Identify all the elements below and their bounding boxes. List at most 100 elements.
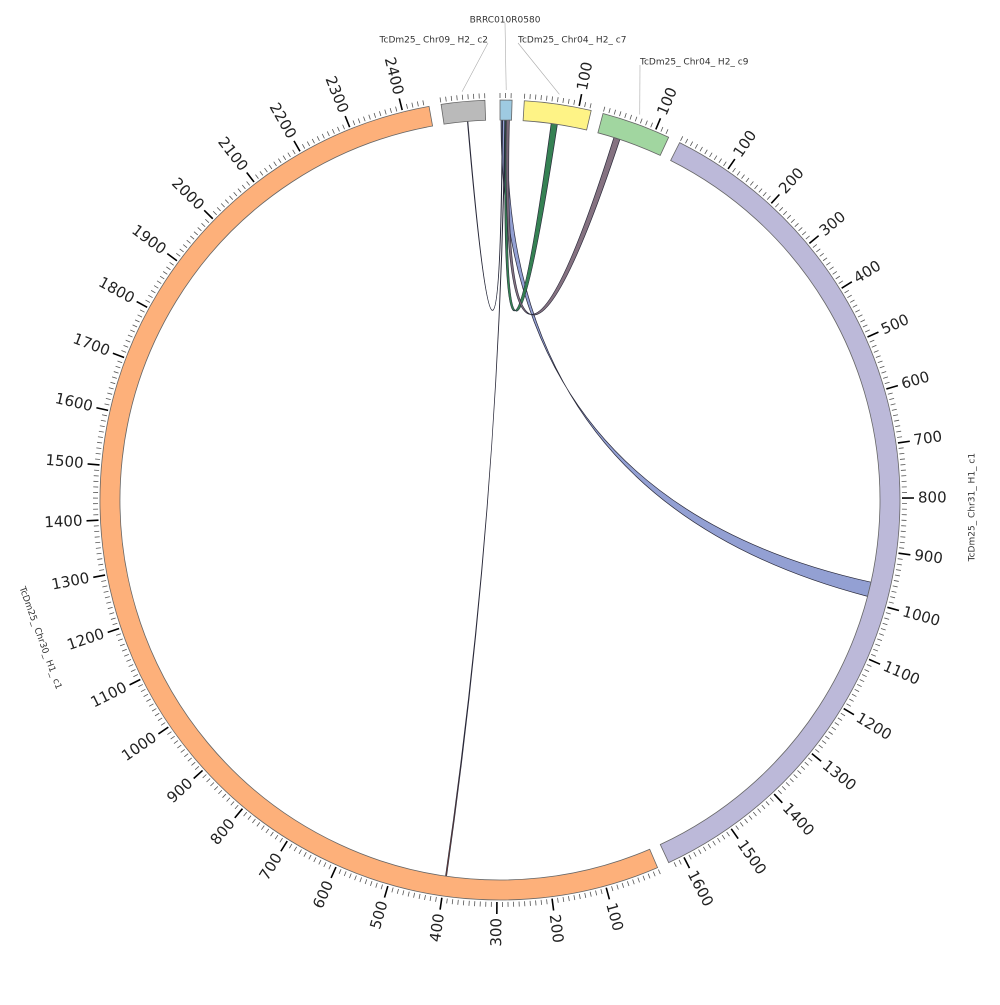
minor-tick [114,372,119,374]
minor-tick [227,798,230,802]
minor-tick [640,119,642,124]
segment-TcDm25_Chr04_H2_c9[interactable] [598,113,669,155]
minor-tick [381,884,382,889]
minor-tick [97,553,102,554]
major-tick [886,386,898,389]
minor-tick [805,762,809,765]
segment-TcDm25_Chr31_H1_c1[interactable] [660,143,900,863]
minor-tick [850,300,854,302]
minor-tick [666,129,668,134]
segment-label: TcDm25_ Chr04_ H2_ c7 [517,36,626,46]
minor-tick [753,812,756,816]
minor-tick [699,850,701,854]
minor-tick [148,295,152,298]
minor-tick [609,108,610,113]
tick-label: 600 [309,878,337,911]
minor-tick [360,877,362,882]
segment-label: TcDm25_ Chr09_ H2_ c2 [379,36,488,46]
minor-tick [825,736,829,739]
minor-tick [238,189,241,193]
minor-tick [685,139,687,143]
minor-tick [118,639,123,641]
minor-tick [557,97,558,102]
tick-label: 800 [207,815,239,849]
minor-tick [102,415,107,416]
segment-TcDm25_Chr09_H2_c2[interactable] [441,100,486,124]
major-tick [812,754,821,762]
minor-tick [332,129,334,134]
minor-tick [110,382,115,383]
minor-tick [146,699,150,701]
minor-tick [128,335,133,337]
minor-tick [574,895,575,900]
minor-tick [376,883,378,888]
minor-tick [314,857,316,861]
minor-tick [171,736,175,739]
minor-tick [446,97,447,102]
minor-tick [181,749,185,752]
minor-tick [860,320,864,322]
minor-tick [585,893,586,898]
minor-tick [99,431,104,432]
major-tick [656,118,661,129]
minor-tick [423,100,424,105]
minor-tick [546,96,547,101]
minor-tick [109,613,114,614]
minor-tick [152,709,156,712]
segment-label: TcDm25_ Chr30_ H1_ c1 [16,585,63,691]
minor-tick [563,897,564,902]
minor-tick [819,745,823,748]
minor-tick [892,409,897,410]
minor-tick [235,805,238,809]
minor-tick [312,139,314,143]
minor-tick [893,415,898,416]
minor-tick [344,871,346,876]
major-tick [399,98,402,110]
minor-tick [622,883,624,888]
minor-tick [419,894,420,899]
minor-tick [106,602,111,603]
minor-tick [339,869,341,874]
tick-label: 1600 [53,389,94,415]
segment-BRRC010R0580[interactable] [500,100,512,120]
minor-tick [601,889,602,894]
minor-tick [881,628,886,630]
minor-tick [808,758,812,761]
minor-tick [95,542,100,543]
minor-tick [105,404,110,405]
major-tick [869,659,880,664]
minor-tick [746,178,749,182]
minor-tick [113,623,118,625]
major-tick [108,628,119,632]
minor-tick [857,684,861,686]
minor-tick [813,244,817,247]
minor-tick [617,885,618,890]
minor-tick [823,258,827,261]
minor-tick [121,351,126,353]
minor-tick [247,182,250,186]
minor-tick [184,754,188,757]
minor-tick [898,559,903,560]
major-tick [96,408,108,411]
minor-tick [96,453,101,454]
major-tick [93,575,105,577]
minor-tick [319,860,321,864]
label-leader-line [462,43,488,92]
tick-label: 1300 [819,756,860,794]
major-tick [898,553,910,555]
major-tick [887,607,899,610]
minor-tick [140,310,144,312]
minor-tick [408,892,409,897]
minor-tick [758,809,761,813]
minor-tick [874,350,879,352]
minor-tick [878,361,883,363]
minor-tick [820,253,824,256]
major-tick [281,841,287,851]
tick-label: 100 [602,901,627,933]
minor-tick [694,852,696,856]
minor-tick [157,281,161,284]
minor-tick [425,895,426,900]
minor-tick [839,281,843,284]
minor-tick [835,723,839,726]
